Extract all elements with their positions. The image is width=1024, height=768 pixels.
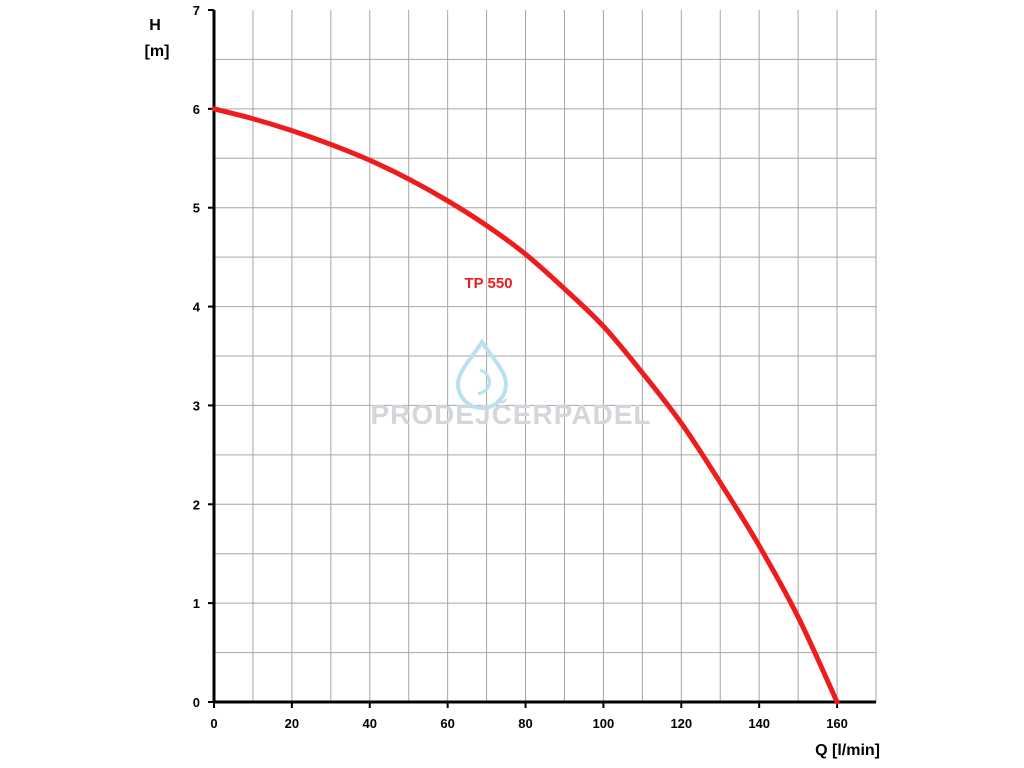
y-tick-label: 3: [193, 398, 200, 413]
y-tick-label: 1: [193, 596, 200, 611]
x-axis-title: Q [l/min]: [815, 742, 880, 759]
x-tick-label: 160: [826, 716, 848, 731]
series-line-tp-550: [211, 106, 840, 705]
y-tick-label: 7: [193, 3, 200, 18]
x-tick-label: 60: [440, 716, 454, 731]
x-tick-label: 100: [593, 716, 615, 731]
series-label: TP 550: [464, 275, 512, 292]
y-axis-title: H: [149, 17, 161, 34]
y-tick-label: 2: [193, 497, 200, 512]
series-layer: TP 550: [211, 106, 840, 705]
x-tick-label: 140: [748, 716, 770, 731]
y-tick-label: 5: [193, 201, 200, 216]
x-tick-label: 80: [518, 716, 532, 731]
y-tick-label: 4: [193, 300, 201, 315]
x-tick-label: 40: [363, 716, 377, 731]
tick-labels: 0 1 2 3 4 5 6 7 0 20 40 60 80 100 120 140 160: [193, 3, 848, 731]
y-axis-unit: [m]: [145, 43, 170, 60]
y-tick-label: 6: [193, 102, 200, 117]
watermark-text: PRODEJČERPADEL: [370, 398, 651, 430]
y-tick-label: 0: [193, 695, 200, 710]
water-drop-icon: [455, 338, 509, 410]
x-tick-label: 20: [285, 716, 299, 731]
x-tick-label: 0: [210, 716, 217, 731]
x-tick-label: 120: [670, 716, 692, 731]
grid: [214, 10, 877, 702]
axes: [208, 9, 876, 708]
watermark: PRODEJČERPADEL: [370, 338, 651, 430]
